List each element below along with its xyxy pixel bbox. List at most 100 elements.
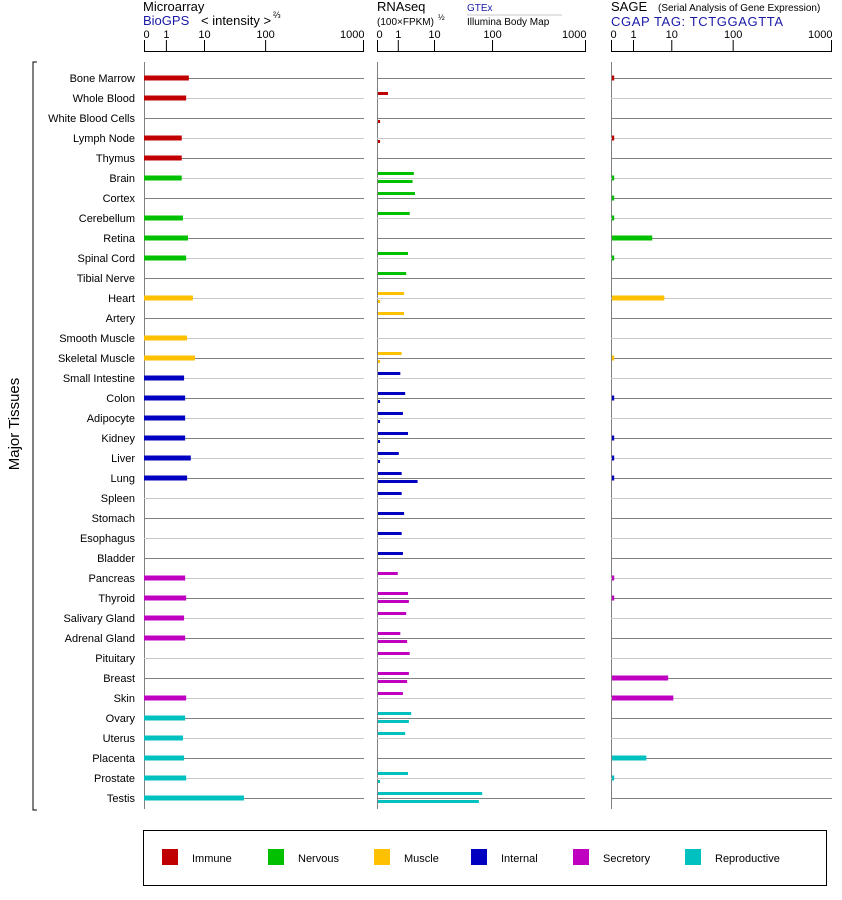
bodymap-bar (378, 480, 418, 483)
gtex-bar (378, 472, 402, 475)
microarray-bar (144, 155, 182, 161)
microarray-bar (144, 235, 188, 241)
microarray-bar (144, 355, 195, 361)
bodymap-label: Illumina Body Map (467, 17, 550, 28)
sage-tick-label: 100 (724, 29, 742, 41)
sage-tick-label: 1 (630, 29, 636, 41)
tissue-bracket (32, 61, 37, 811)
microarray-bar (144, 215, 183, 221)
microarray-tick-label: 1 (163, 29, 169, 41)
tissue-label: Uterus (103, 733, 136, 745)
bodymap-bar (378, 400, 381, 403)
gtex-bar (378, 172, 414, 175)
tissue-label: Breast (103, 673, 135, 685)
tissue-label: Salivary Gland (63, 613, 135, 625)
legend-swatch-muscle (374, 849, 390, 865)
sage-bar (612, 575, 615, 581)
tissue-label: Thymus (96, 153, 136, 165)
gtex-bar (378, 592, 409, 595)
microarray-bar (144, 615, 185, 621)
legend-swatch-secretory (573, 849, 589, 865)
sage-bar (612, 775, 615, 781)
microarray-bar (144, 795, 244, 801)
gtex-bar (378, 212, 410, 215)
gtex-bar (378, 772, 409, 775)
legend-swatch-internal (471, 849, 487, 865)
gtex-bar (378, 372, 401, 375)
bodymap-bar (378, 460, 381, 463)
rnaseq-tick-label: 100 (483, 29, 501, 41)
sage-subtitle: (Serial Analysis of Gene Expression) (658, 3, 820, 14)
sage-bar (612, 295, 665, 301)
rnaseq-title: RNAseq (377, 0, 425, 14)
sage-bar (612, 355, 615, 361)
tissue-label: Spleen (101, 493, 135, 505)
gtex-bar (378, 512, 405, 515)
tissue-label: Adipocyte (87, 413, 135, 425)
tissue-label: Retina (103, 233, 136, 245)
tissue-label: Bladder (97, 553, 135, 565)
bodymap-bar (378, 680, 408, 683)
legend-swatch-nervous (268, 849, 284, 865)
legend-label-secretory: Secretory (603, 853, 651, 865)
sage-bar (612, 695, 674, 701)
bodymap-bar (378, 600, 409, 603)
gtex-bar (378, 572, 398, 575)
legend-label-immune: Immune (192, 853, 232, 865)
microarray-bar (144, 255, 187, 261)
gtex-bar (378, 532, 402, 535)
tissue-label: White Blood Cells (48, 113, 135, 125)
gtex-bar (378, 312, 405, 315)
tissue-label: Skin (114, 693, 135, 705)
legend-label-reproductive: Reproductive (715, 853, 780, 865)
bodymap-bar (378, 420, 381, 423)
sage-tick-label: 10 (666, 29, 678, 41)
sage-bar (612, 135, 615, 141)
sage-bar (612, 175, 615, 181)
cgap-tag: CGAP TAG: TCTGGAGTTA (611, 14, 784, 29)
microarray-bar (144, 595, 187, 601)
tissue-label: Liver (111, 453, 135, 465)
microarray-bar (144, 715, 186, 721)
gtex-bar (378, 92, 388, 95)
microarray-bar (144, 395, 186, 401)
bodymap-bar (378, 640, 408, 643)
microarray-bar (144, 175, 182, 181)
sage-tick-label: 0 (611, 29, 617, 41)
tissue-label: Spinal Cord (78, 253, 135, 265)
sage-bar (612, 195, 615, 201)
y-axis-label: Major Tissues (6, 378, 23, 471)
bodymap-bar (378, 440, 381, 443)
intensity-label: < intensity > (201, 13, 271, 28)
microarray-bar (144, 775, 187, 781)
gtex-bar (378, 252, 409, 255)
microarray-bar (144, 415, 186, 421)
bodymap-bar (378, 720, 409, 723)
microarray-tick-label: 0 (144, 29, 150, 41)
gtex-bar (378, 452, 399, 455)
sage-bar (612, 435, 615, 441)
microarray-bar (144, 755, 185, 761)
bodymap-bar (378, 120, 381, 123)
microarray-bar (144, 695, 187, 701)
microarray-bar (144, 735, 183, 741)
tissue-label: Bone Marrow (70, 73, 135, 85)
biogps-label: BioGPS (143, 13, 190, 28)
microarray-bar (144, 455, 191, 461)
gtex-bar (378, 652, 410, 655)
gtex-bar (378, 732, 406, 735)
tissue-label: Artery (106, 313, 136, 325)
tissue-label: Lung (111, 473, 135, 485)
bodymap-bar (378, 180, 413, 183)
tissue-label: Pancreas (89, 573, 136, 585)
microarray-bar (144, 435, 186, 441)
microarray-tick-label: 100 (256, 29, 274, 41)
sage-bar (612, 455, 615, 461)
microarray-bar (144, 75, 189, 81)
tissue-label: Cerebellum (79, 213, 135, 225)
microarray-tick-label: 1000 (340, 29, 364, 41)
tissue-label: Skeletal Muscle (58, 353, 135, 365)
microarray-title: Microarray (143, 0, 205, 14)
rnaseq-tick-label: 0 (377, 29, 383, 41)
